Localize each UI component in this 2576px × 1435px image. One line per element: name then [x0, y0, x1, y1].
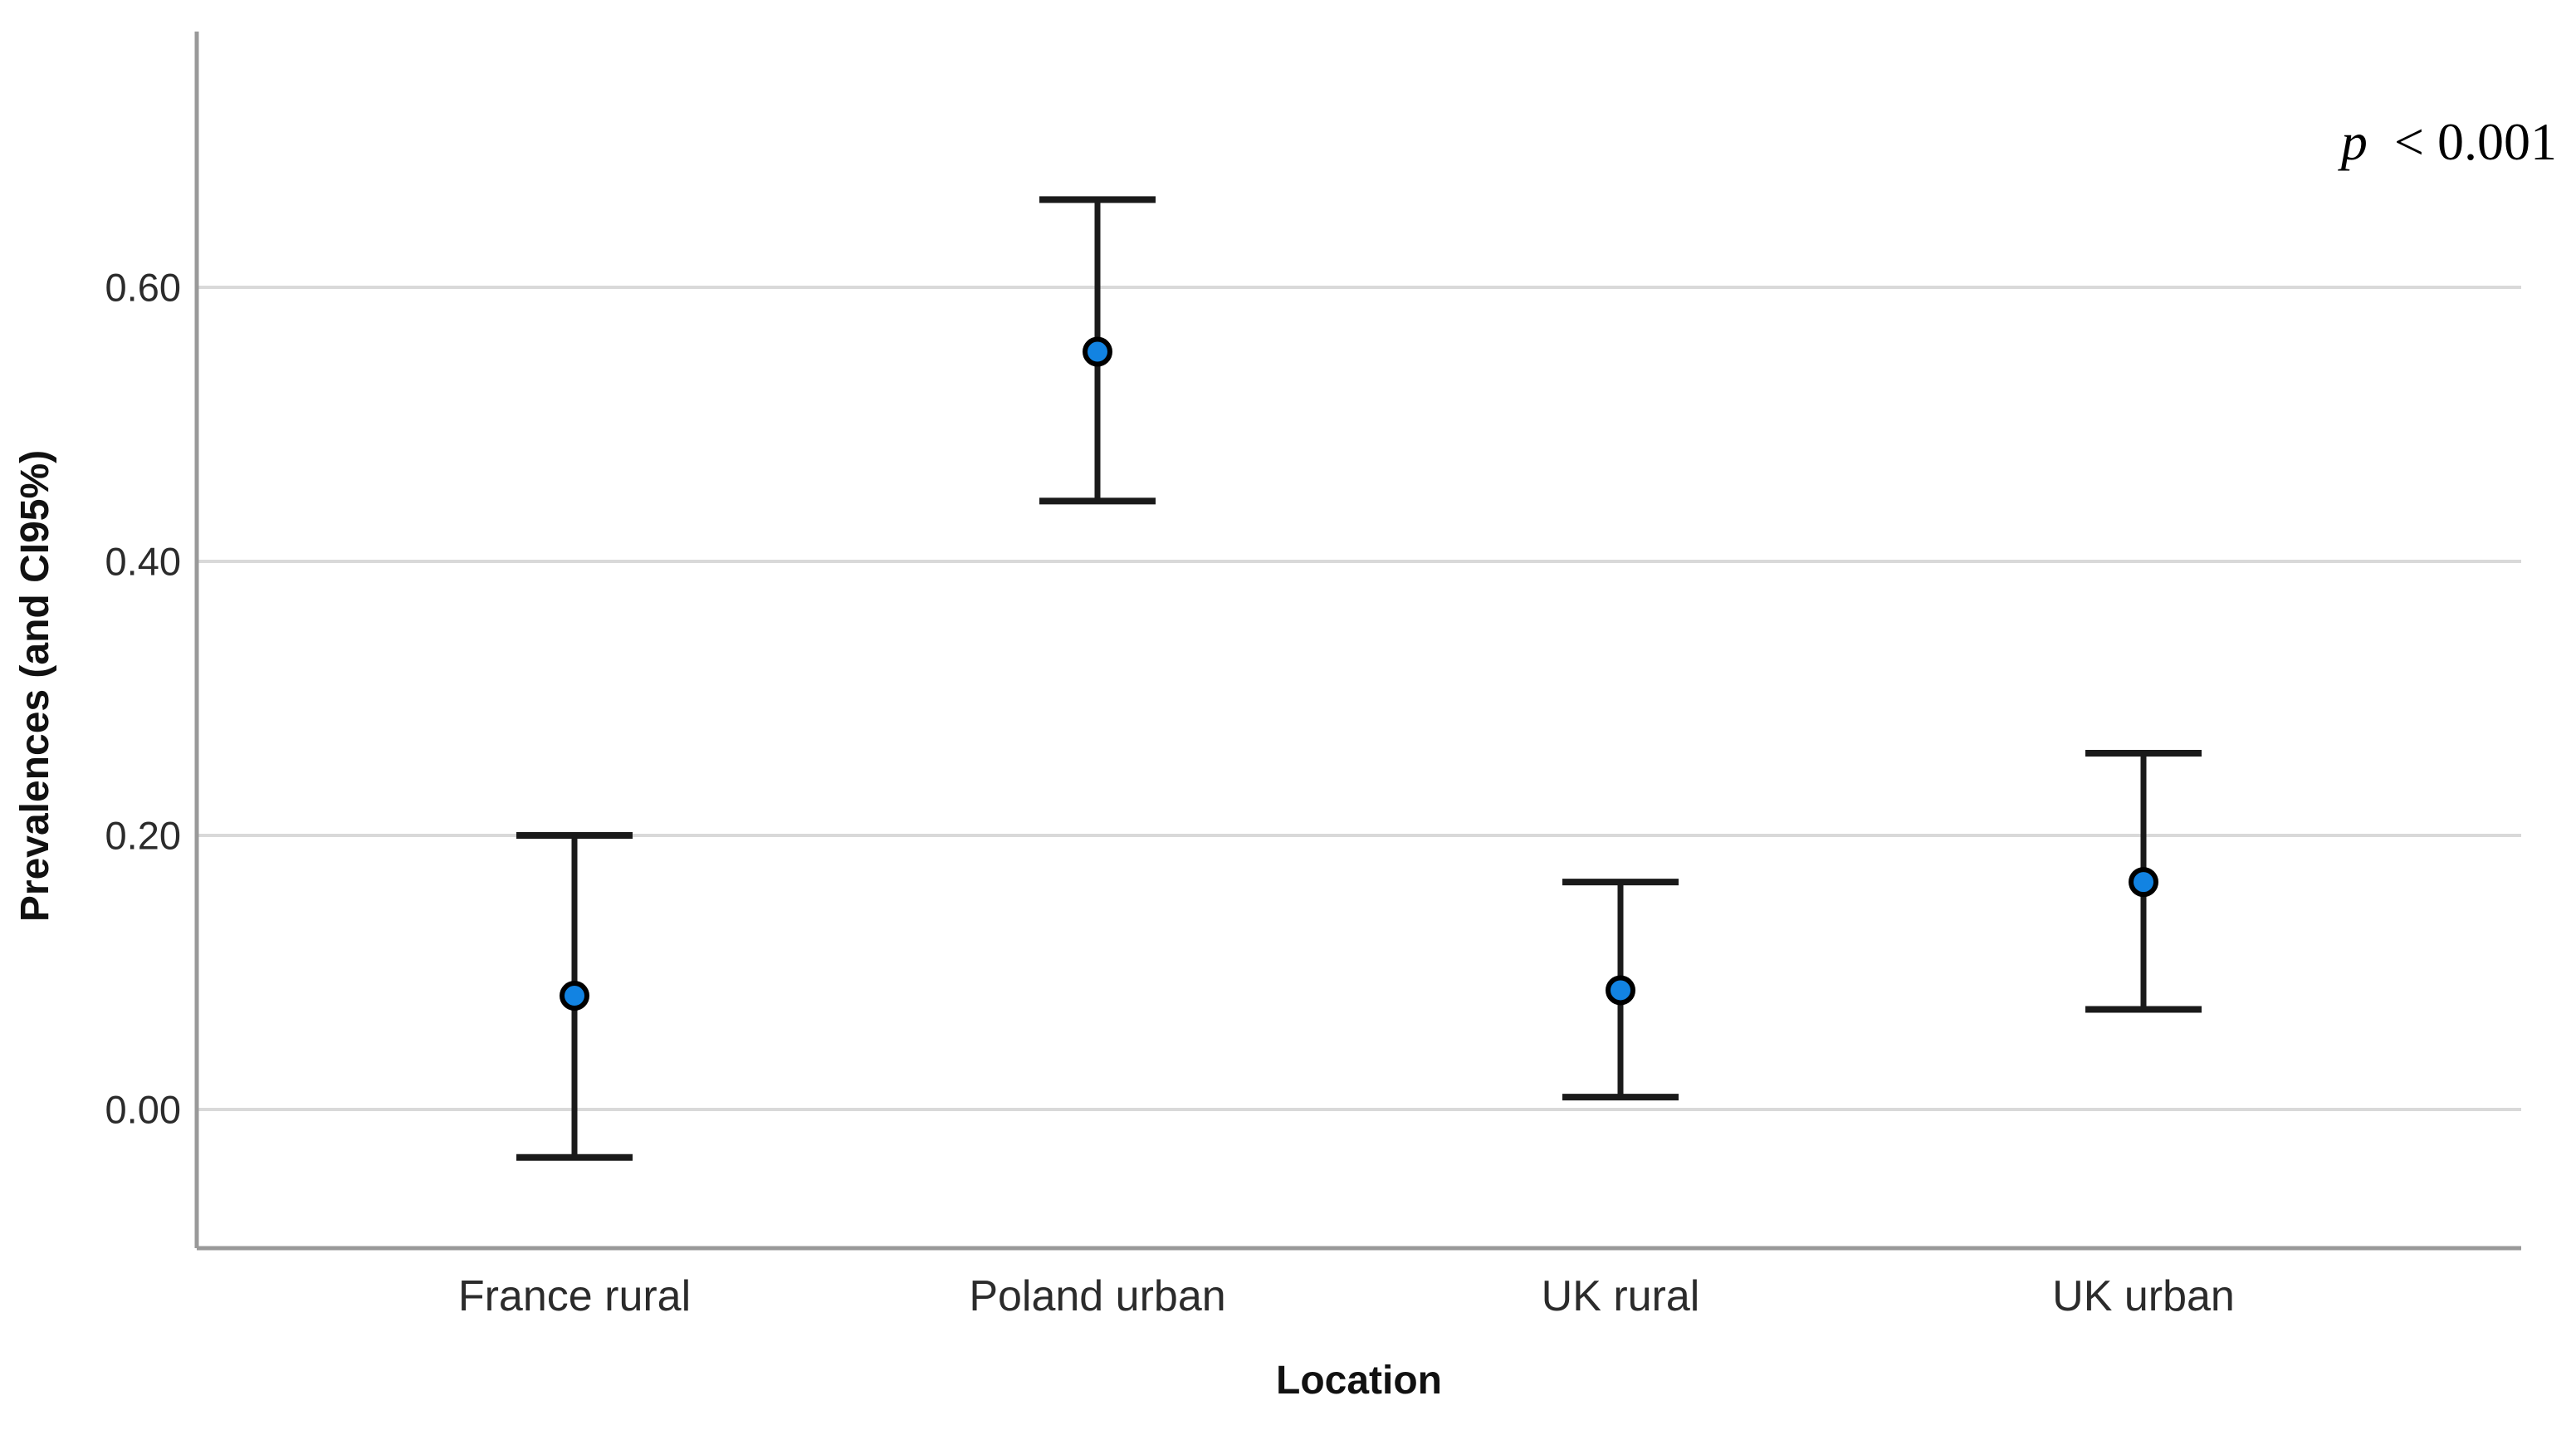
- data-point-france-rural: [560, 981, 589, 1011]
- error-bar-poland-urban: [1039, 196, 1156, 505]
- axes-layer: [194, 32, 2521, 1251]
- gridlines-layer: [197, 286, 2521, 1111]
- y-axis-title: Prevalences (and CI95%): [13, 450, 57, 922]
- p-value-text: < 0.001: [2394, 112, 2557, 171]
- y-tick-label-0.60: 0.60: [105, 265, 181, 309]
- y-tick-labels-layer: 0.00 0.20 0.40 0.60: [105, 265, 181, 1131]
- data-point-poland-urban: [1083, 336, 1112, 367]
- y-tick-label-0.20: 0.20: [105, 813, 181, 857]
- p-value-annotation: p < 0.001: [2338, 112, 2557, 171]
- x-tick-label-uk-rural: UK rural: [1542, 1272, 1700, 1320]
- data-point-uk-rural: [1606, 975, 1635, 1006]
- x-tick-label-france-rural: France rural: [458, 1272, 691, 1320]
- p-symbol: p: [2338, 112, 2368, 171]
- x-tick-label-uk-urban: UK urban: [2052, 1272, 2235, 1320]
- y-tick-label-0.40: 0.40: [105, 539, 181, 583]
- error-bar-france-rural: [516, 832, 633, 1161]
- x-tick-labels-layer: France rural Poland urban UK rural UK urban: [458, 1272, 2235, 1320]
- error-bar-uk-rural: [1562, 879, 1679, 1101]
- error-bar-series-layer: [516, 196, 2202, 1161]
- error-bar-uk-urban: [2085, 750, 2202, 1013]
- x-axis-title: Location: [1276, 1359, 1442, 1403]
- x-tick-label-poland-urban: Poland urban: [969, 1272, 1225, 1320]
- y-tick-label-0.00: 0.00: [105, 1087, 181, 1131]
- data-point-uk-urban: [2129, 867, 2158, 898]
